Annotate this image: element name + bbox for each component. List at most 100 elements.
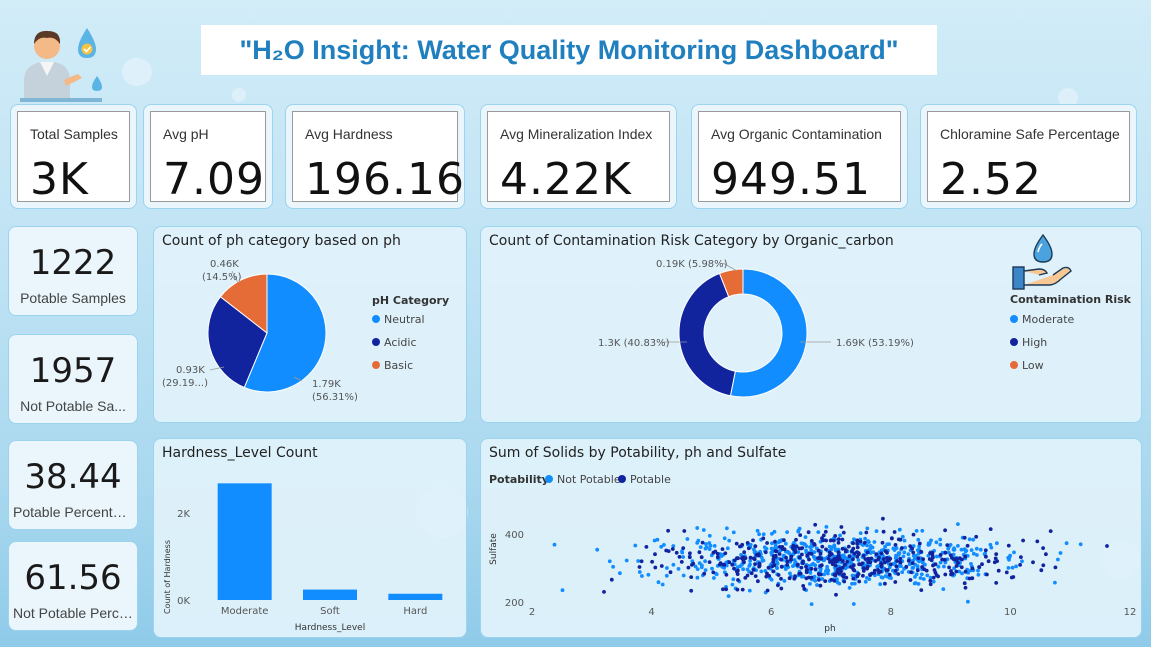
scatter-point	[840, 537, 845, 542]
scatter-point	[976, 568, 980, 573]
scatter-point	[861, 553, 866, 558]
legend-item-neutral[interactable]: Neutral	[372, 313, 425, 326]
scatter-point	[821, 533, 826, 538]
slice-low[interactable]	[718, 268, 744, 298]
slice-neutral[interactable]	[243, 273, 327, 393]
background-bubble	[232, 88, 246, 102]
scatter-point	[653, 552, 657, 557]
slice-high[interactable]	[678, 272, 736, 397]
scatter-point	[761, 532, 766, 537]
scatter-point	[782, 538, 786, 543]
scatter-point	[1039, 568, 1044, 573]
scatter-point	[745, 573, 750, 578]
scatter-point	[898, 556, 903, 561]
scatter-point	[834, 559, 839, 564]
scatter-point	[695, 526, 700, 530]
scatter-point	[829, 552, 834, 556]
scatter-point	[880, 540, 885, 545]
kpi-inner: Total Samples 3K	[17, 111, 130, 205]
scatter-point	[1008, 553, 1012, 558]
scatter-point	[850, 581, 854, 586]
slice-basic[interactable]	[219, 273, 268, 335]
legend-item-high[interactable]: High	[1010, 336, 1047, 349]
legend-item-low[interactable]: Low	[1010, 359, 1044, 372]
card-potable-percentage[interactable]: 38.44 Potable Percentage	[8, 440, 138, 530]
scatter-point	[777, 539, 782, 543]
scatter-point	[710, 566, 714, 571]
kpi-avg-hardness[interactable]: Avg Hardness 196.16	[285, 104, 465, 209]
scatter-point	[560, 588, 565, 593]
bar-soft[interactable]	[303, 589, 357, 600]
scatter-point	[771, 557, 776, 562]
scatter-point	[911, 565, 915, 570]
slice-acidic[interactable]	[207, 296, 268, 389]
scatter-point	[865, 526, 870, 531]
legend-item-moderate[interactable]: Moderate	[1010, 313, 1074, 326]
scatter-point	[724, 572, 729, 577]
scatter-point	[917, 544, 921, 549]
legend-item-basic[interactable]: Basic	[372, 359, 413, 372]
scatter-point	[945, 543, 950, 547]
legend-item-not-potable[interactable]: Not Potable	[545, 473, 621, 486]
card-not-potable-samples[interactable]: 1957 Not Potable Sa...	[8, 334, 138, 424]
legend-dot-icon	[372, 338, 380, 346]
scatter-point	[681, 546, 686, 550]
hardness-level-chart-panel[interactable]: Hardness_Level Count Count of Hardness 2…	[153, 438, 467, 638]
kpi-chloramine-safe-percentage[interactable]: Chloramine Safe Percentage 2.52	[920, 104, 1137, 209]
scatter-point	[726, 594, 731, 598]
scatter-point	[799, 565, 804, 570]
scatter-point	[863, 557, 868, 561]
scatter-point	[703, 568, 708, 572]
scatter-point	[668, 570, 673, 575]
kpi-avg-organic-contamination[interactable]: Avg Organic Contamination 949.51	[691, 104, 908, 209]
scatter-point	[787, 551, 792, 556]
scatter-point	[679, 560, 684, 564]
kpi-avg-ph[interactable]: Avg pH 7.09	[143, 104, 273, 209]
card-not-potable-percentage[interactable]: 61.56 Not Potable Perce...	[8, 541, 138, 631]
kpi-label: Chloramine Safe Percentage	[940, 126, 1120, 142]
scatter-point	[637, 570, 642, 574]
scatter-point	[732, 566, 736, 571]
scatter-point	[950, 572, 955, 576]
bar-moderate[interactable]	[217, 483, 272, 600]
scatter-point	[761, 558, 766, 563]
scatter-point	[885, 558, 890, 563]
bar-hard[interactable]	[388, 593, 443, 600]
scatter-point	[832, 572, 837, 577]
scatter-point	[908, 544, 913, 548]
scatter-point	[809, 548, 814, 553]
scatter-point	[766, 565, 771, 570]
scatter-point	[611, 564, 615, 569]
scatter-point	[676, 567, 681, 571]
scatter-point	[804, 576, 809, 581]
scatter-point	[936, 564, 941, 569]
scatter-point	[940, 557, 945, 562]
scatter-point	[865, 576, 869, 580]
card-potable-samples[interactable]: 1222 Potable Samples	[8, 226, 138, 316]
scatter-point	[820, 536, 824, 541]
solids-scatter-chart-panel[interactable]: Sum of Solids by Potability, ph and Sulf…	[480, 438, 1142, 638]
kpi-total-samples[interactable]: Total Samples 3K	[10, 104, 137, 209]
scatter-point	[712, 576, 716, 580]
slice-moderate[interactable]	[729, 268, 808, 398]
contamination-risk-chart-panel[interactable]: Count of Contamination Risk Category by …	[480, 226, 1142, 423]
y-tick-label: 0K	[177, 596, 190, 607]
kpi-avg-mineralization-index[interactable]: Avg Mineralization Index 4.22K	[480, 104, 677, 209]
scatter-point	[984, 554, 988, 559]
scatter-point	[792, 540, 796, 545]
scatter-point	[552, 542, 557, 547]
scatter-point	[656, 580, 661, 585]
scatter-point	[883, 574, 888, 578]
scatter-point	[715, 551, 720, 556]
scatter-point	[891, 546, 896, 551]
scatter-point	[730, 582, 735, 587]
legend-item-potable[interactable]: Potable	[618, 473, 671, 486]
scatter-point	[855, 550, 860, 555]
legend-item-acidic[interactable]: Acidic	[372, 336, 417, 349]
scatter-point	[794, 537, 798, 542]
scatter-point	[749, 571, 754, 576]
scatter-point	[897, 551, 902, 556]
ph-category-chart-panel[interactable]: Count of ph category based on ph 1.79K (…	[153, 226, 467, 423]
scatter-point	[840, 546, 845, 551]
scatter-point	[707, 547, 712, 551]
